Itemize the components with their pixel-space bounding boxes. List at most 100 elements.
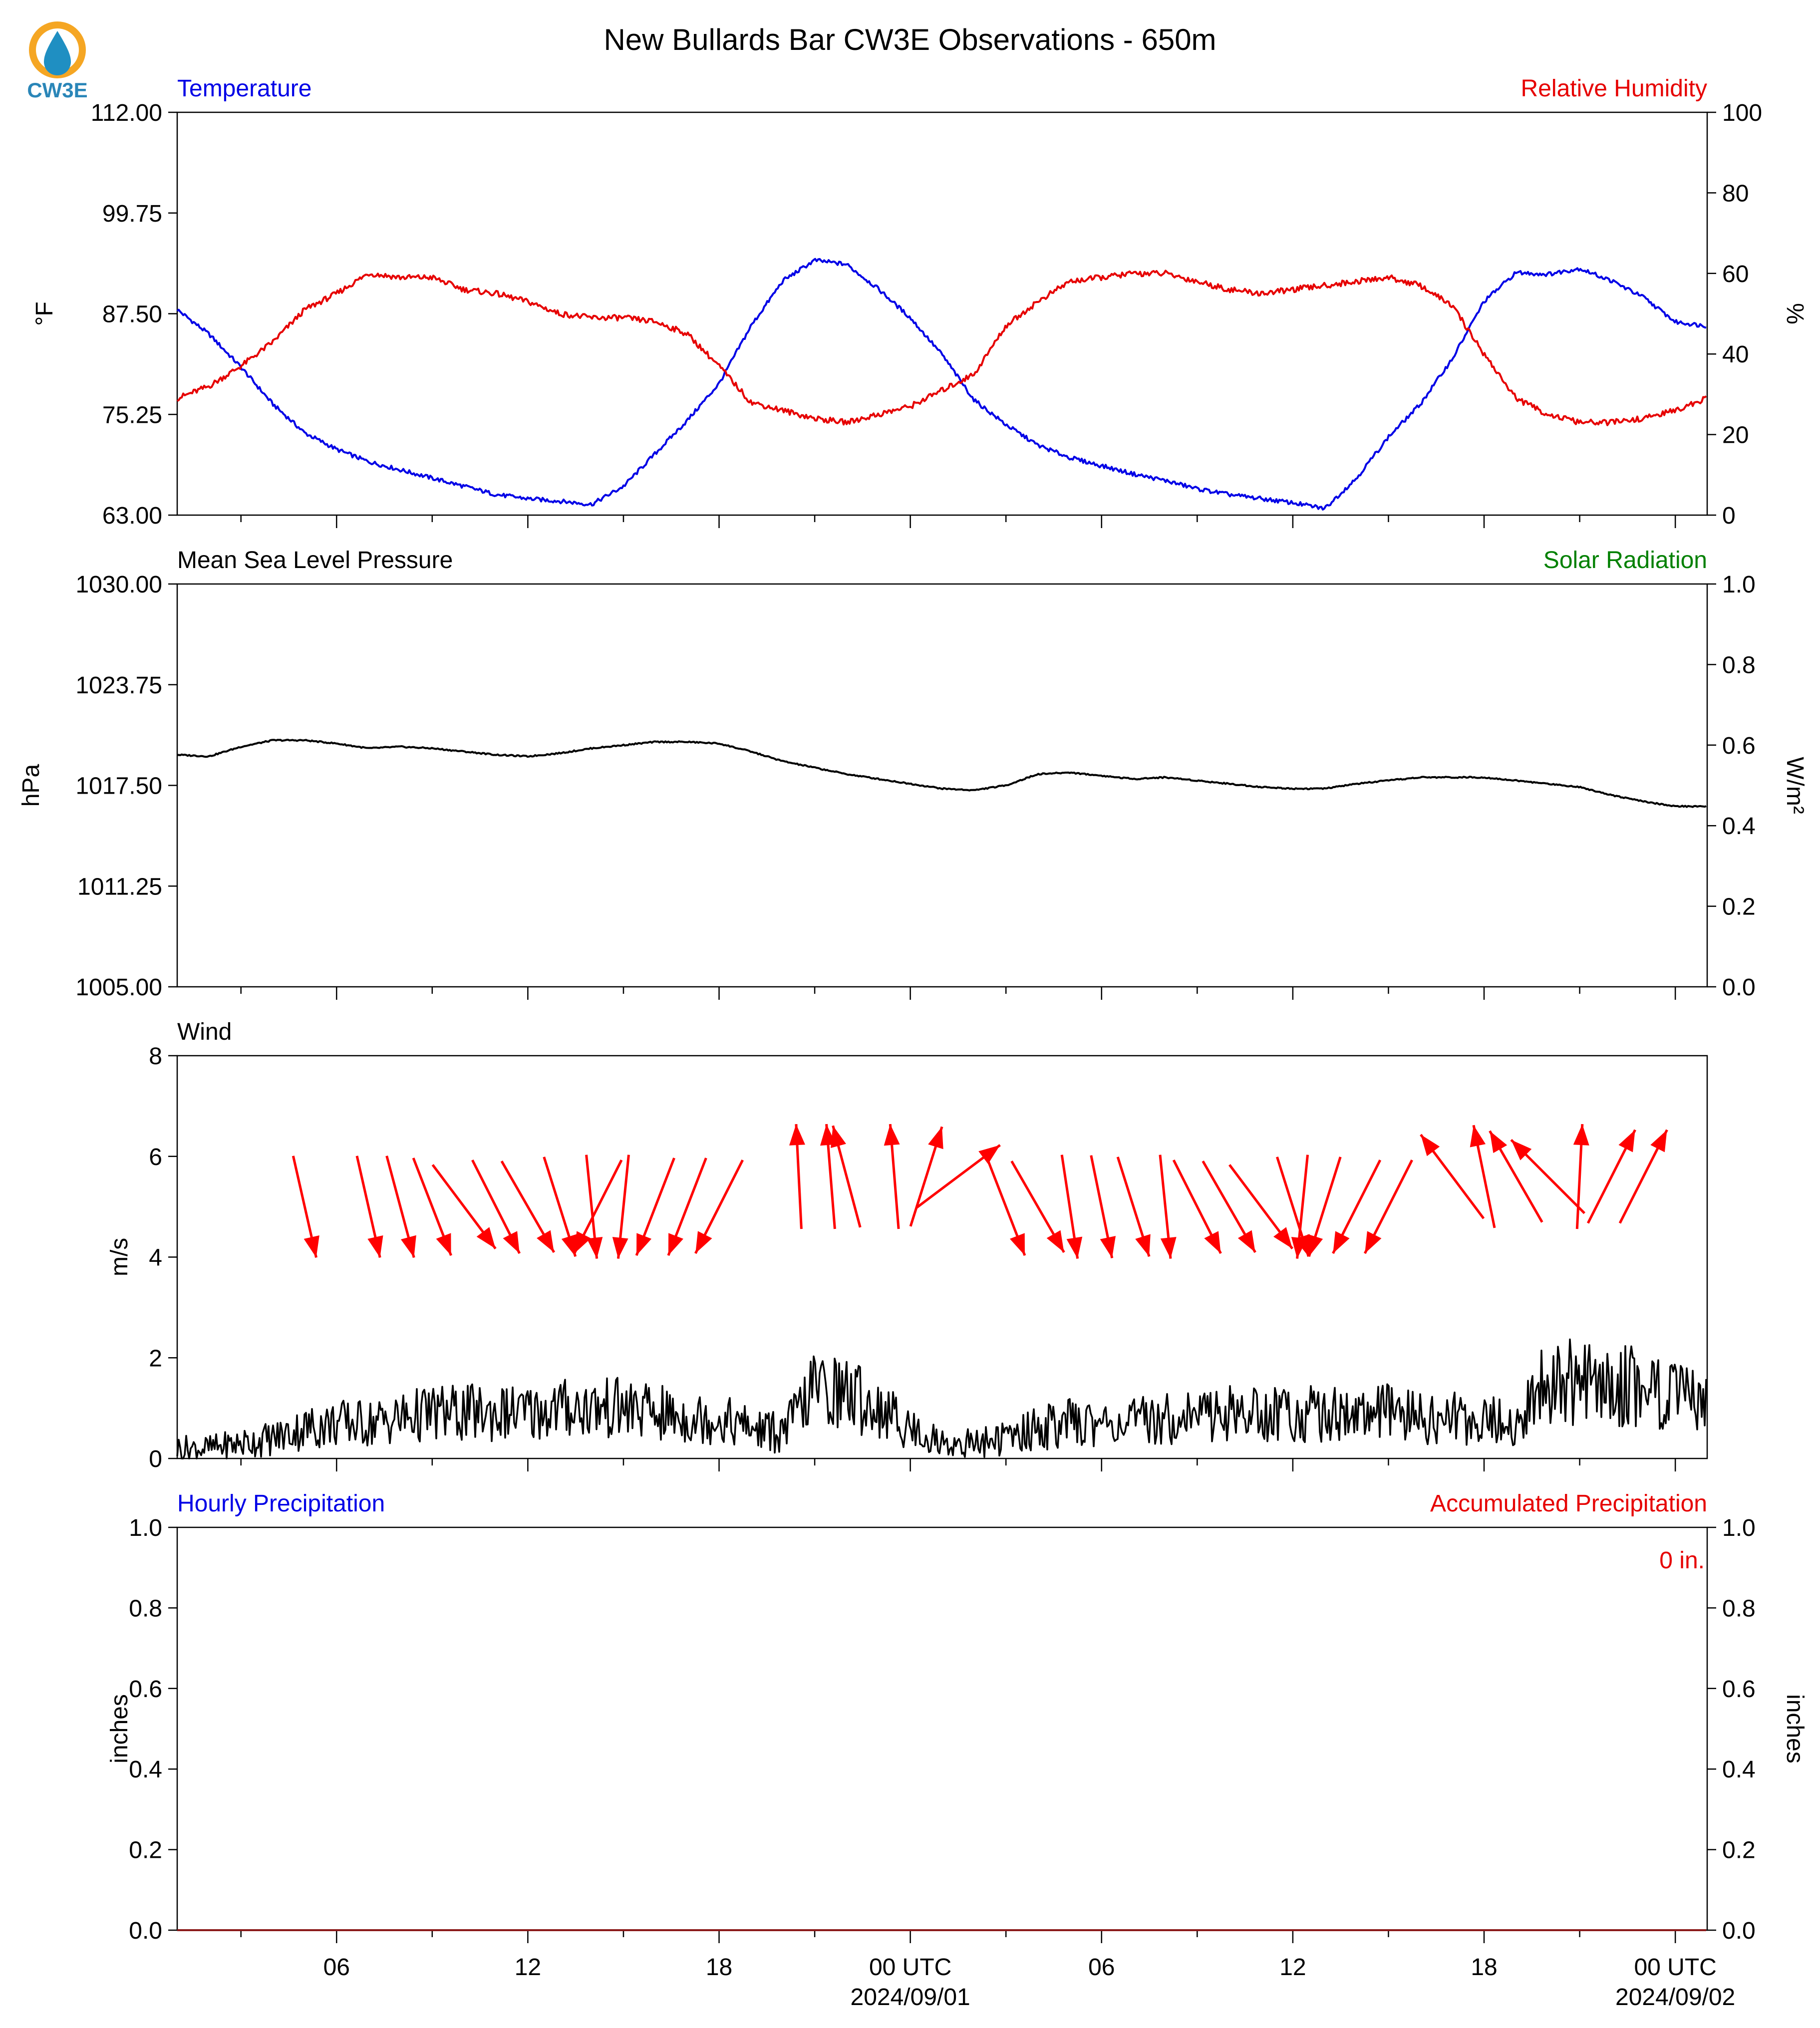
panel-precipitation: Hourly Precipitation Accumulated Precipit… [106,1490,1808,2011]
y-tick-label-right: 0.8 [1722,1595,1756,1622]
y-tick-label: 75.25 [102,402,162,428]
wind-arrow-head [1573,1124,1589,1146]
wind-arrow [915,1144,1001,1209]
wind-arrow-head [1470,1125,1486,1148]
wind-arrow-head [1160,1237,1177,1259]
wind-arrow [884,1124,900,1229]
wind-arrow-head [1135,1234,1151,1257]
wind-arrow [986,1158,1026,1256]
panel-wind: Wind 0 2 4 6 8 m/s [106,1019,1708,1472]
wind-arrow-head [1511,1140,1532,1160]
y-tick-label: 0 [149,1446,162,1472]
wind-arrow-head [574,1231,591,1254]
x-tick-label: 12 [515,1954,541,1981]
temperature-line [176,258,1707,511]
y-tick-label: 4 [149,1245,162,1271]
wind-arrow-head [367,1235,383,1258]
wind-arrow-head [636,1233,652,1256]
wind-arrow [612,1155,630,1259]
y-tick-label-right: 0.0 [1722,1918,1756,1944]
y-tick-label: 0.2 [129,1837,162,1864]
wind-arrow [1202,1160,1256,1253]
wind-arrow [431,1164,497,1250]
wind-arrow-head [612,1237,628,1259]
wind-arrow [1090,1155,1116,1259]
wind-arrow-head [978,1145,1000,1164]
wind-arrow-head [1204,1231,1221,1254]
x-tick-label: 18 [1471,1954,1497,1981]
wind-arrow [1573,1124,1589,1229]
wind-arrow [667,1158,707,1256]
panel-left-label: Hourly Precipitation [177,1490,385,1517]
y-axis-title: °F [31,301,58,326]
y-tick-label: 1005.00 [75,974,162,1001]
y-tick-label: 2 [149,1345,162,1372]
wind-arrow [1363,1159,1413,1254]
y-tick-label-right: 0.2 [1722,1837,1756,1864]
wind-arrow-head [561,1234,577,1257]
y-tick-label-right: 0.8 [1722,652,1756,678]
panel-left-label: Mean Sea Level Pressure [177,547,453,574]
wind-arrow [1586,1129,1636,1224]
wind-arrow-head [1291,1237,1307,1259]
y-tick-label-right: 0.4 [1722,1756,1756,1783]
panel-left-label: Wind [177,1019,232,1045]
y-tick-label-right: 1.0 [1722,572,1756,598]
wind-arrow-head [476,1227,496,1249]
wind-arrow-head [1273,1227,1293,1249]
wind-arrow [471,1159,521,1254]
y-tick-label-right: 40 [1722,341,1749,368]
wind-arrow-head [668,1233,683,1256]
wind-arrow [1228,1164,1294,1250]
x-date-label: 2024/09/02 [1615,1984,1735,2011]
y-tick-label-right: 100 [1722,100,1762,126]
y-axis-title: hPa [18,764,44,807]
y-tick-label-right: 20 [1722,422,1749,449]
wind-arrow [635,1158,675,1256]
x-tick-label: 12 [1279,1954,1306,1981]
logo-text: CW3E [27,78,87,102]
y-tick-label-right: 0.4 [1722,813,1756,840]
y-tick-label: 0.8 [129,1595,162,1622]
y-tick-label: 1.0 [129,1515,162,1541]
wind-arrow [1172,1159,1222,1254]
wind-arrow-head [789,1124,805,1146]
wind-arrow-head [1490,1131,1508,1154]
panel-pressure-solar: Mean Sea Level Pressure Solar Radiation 10… [18,547,1808,1001]
y-axis-title-right: % [1782,303,1808,324]
wind-arrow-head [1650,1130,1667,1153]
wind-arrow-head [503,1231,520,1254]
panel-right-label: Solar Radiation [1543,547,1707,574]
wind-arrow [1510,1139,1585,1214]
y-tick-label: 87.50 [102,301,162,328]
cw3e-logo: CW3E [27,21,88,102]
y-tick-label: 1017.50 [75,773,162,800]
y-tick-label: 0.0 [129,1918,162,1944]
wind-arrow [385,1156,416,1258]
y-tick-label: 112.00 [91,100,162,126]
wind-arrow-head [831,1126,846,1148]
wind-arrow [694,1159,744,1254]
x-tick-label: 00 UTC [1634,1954,1716,1981]
wind-arrow [789,1124,805,1229]
y-tick-label: 1023.75 [75,672,162,699]
wind-arrow [500,1160,556,1253]
wind-arrow [585,1155,603,1259]
wind-arrow-head [1046,1230,1064,1252]
wind-arrow-head [400,1235,416,1258]
wind-arrow [573,1159,623,1254]
y-tick-label-right: 0.0 [1722,974,1756,1001]
logo-drop-icon [44,31,71,75]
y-axis-title-right: inches [1782,1694,1808,1763]
wind-arrow [1291,1155,1309,1259]
x-tick-label: 00 UTC [869,1954,951,1981]
wind-arrow-head [436,1233,451,1256]
panel-left-label: Temperature [177,75,311,102]
x-tick-label: 06 [323,1954,350,1981]
y-tick-label-right: 0.6 [1722,733,1756,759]
wind-arrow-head [1009,1233,1025,1256]
wind-arrow [1159,1155,1177,1259]
x-tick-label: 18 [706,1954,732,1981]
figure-title: New Bullards Bar CW3E Observations - 650… [604,23,1216,56]
